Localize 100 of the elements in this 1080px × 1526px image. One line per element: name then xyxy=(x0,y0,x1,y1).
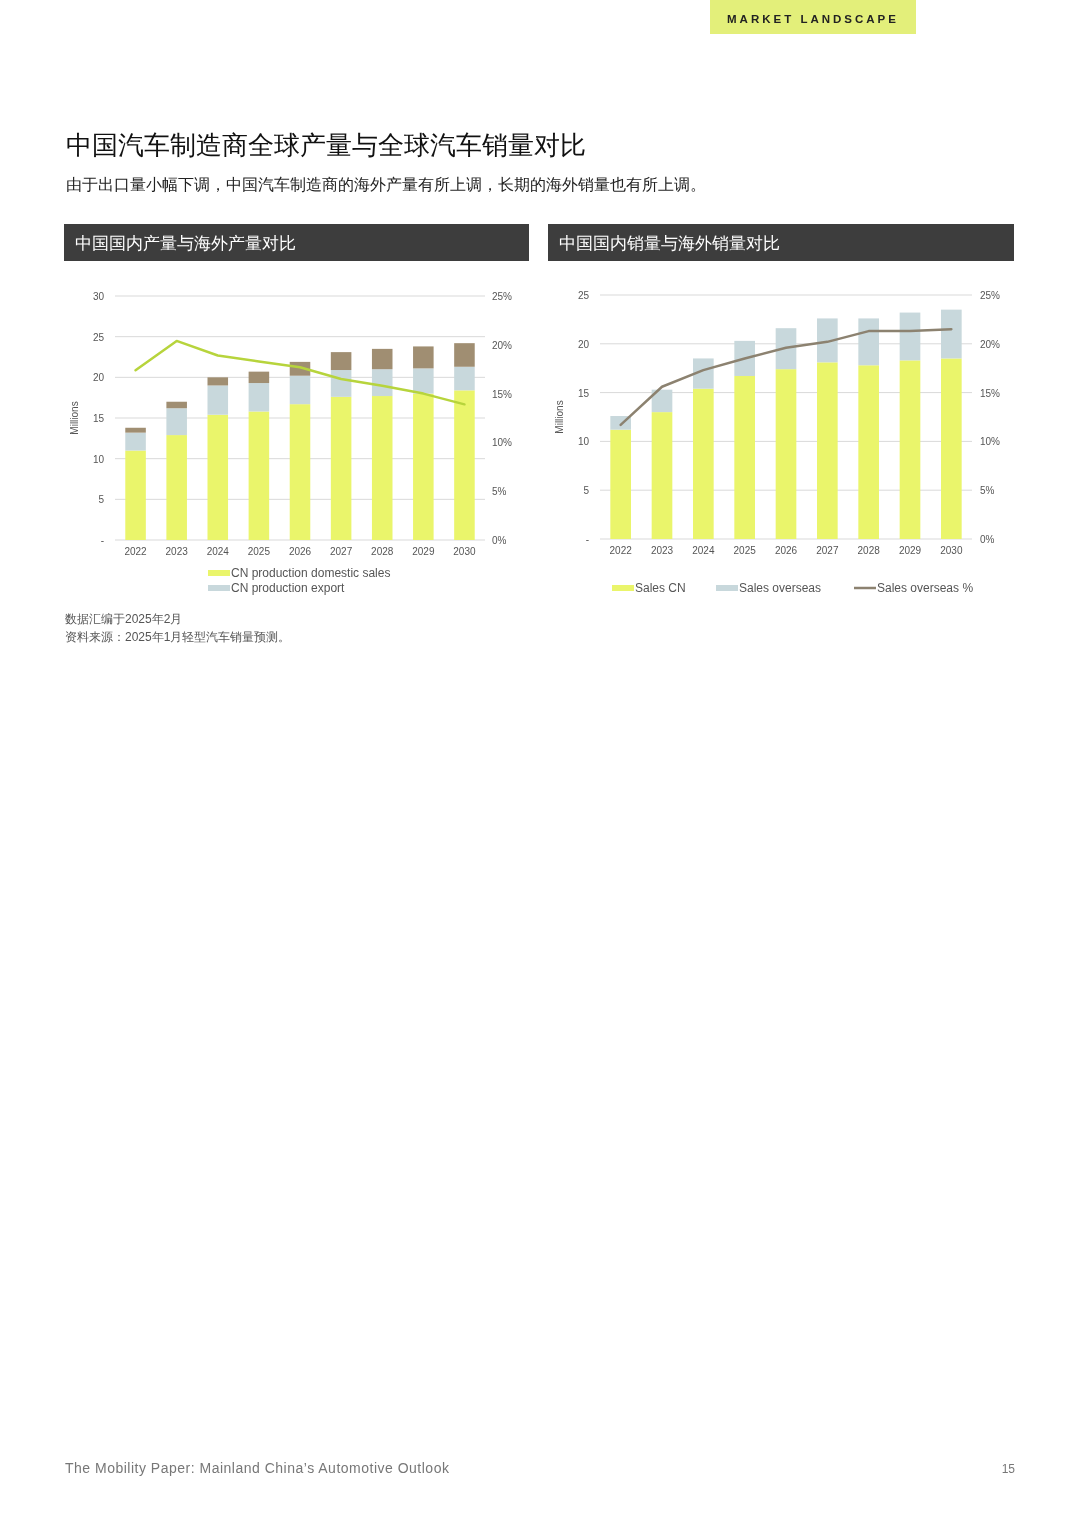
y2-tick-label: 0% xyxy=(492,535,507,546)
bar xyxy=(207,377,229,386)
y2-tick-label: 5% xyxy=(980,485,995,497)
bar xyxy=(693,358,714,389)
x-tick-label: 2024 xyxy=(692,545,715,556)
x-tick-label: 2022 xyxy=(124,546,148,557)
text: 由于出口量小幅下调，中国汽车制造商的海外产量有所上调，长期的海外销量也有所上调。 xyxy=(66,176,706,193)
y-tick-label: 30 xyxy=(92,291,105,302)
bar xyxy=(817,318,838,363)
y-axis-title: Millions xyxy=(554,400,565,434)
y-tick-label: 20 xyxy=(92,372,105,384)
bar xyxy=(454,343,475,367)
bar xyxy=(413,393,434,540)
bar xyxy=(651,412,673,539)
y-tick-label: 5 xyxy=(98,494,105,506)
bar xyxy=(413,368,434,394)
bar xyxy=(248,371,270,384)
x-tick-label: 2029 xyxy=(898,545,922,556)
y2-tick-label: 5% xyxy=(492,486,507,498)
chart-title: 中国国内销量与海外销量对比 xyxy=(559,234,780,253)
bar xyxy=(610,429,631,539)
text: 15 xyxy=(1001,1462,1016,1476)
y-tick-label: 5 xyxy=(583,485,590,497)
bar xyxy=(125,450,146,540)
y-tick-label: 10 xyxy=(577,436,590,448)
x-tick-label: 2026 xyxy=(774,545,798,556)
text: 资料来源：2025年1月轻型汽车销量预测。 xyxy=(65,630,291,644)
bar xyxy=(371,369,393,397)
bar xyxy=(775,328,797,370)
text: MARKET LANDSCAPE xyxy=(727,13,899,25)
y2-tick-label: 20% xyxy=(492,339,513,351)
text: 中国汽车制造商全球产量与全球汽车销量对比 xyxy=(66,130,586,160)
bar xyxy=(166,408,187,436)
bar xyxy=(371,396,393,540)
y2-tick-label: 0% xyxy=(980,534,995,545)
x-tick-label: 2023 xyxy=(650,545,674,556)
bar xyxy=(125,432,146,451)
x-tick-label: 2030 xyxy=(453,546,476,557)
legend-label: Sales overseas % xyxy=(877,581,974,595)
y2-tick-label: 15% xyxy=(980,387,1001,399)
x-tick-label: 2024 xyxy=(206,546,230,557)
x-tick-label: 2030 xyxy=(940,545,963,556)
legend-label: CN production domestic sales xyxy=(231,566,391,580)
x-tick-label: 2026 xyxy=(288,546,312,557)
y-tick-label: 15 xyxy=(577,387,590,399)
bar xyxy=(125,427,146,433)
x-tick-label: 2025 xyxy=(733,545,757,556)
bar xyxy=(941,309,962,359)
x-tick-label: 2025 xyxy=(247,546,271,557)
bar xyxy=(734,376,755,539)
y2-tick-label: 25% xyxy=(980,290,1001,301)
y-tick-label: 10 xyxy=(92,453,105,465)
bar xyxy=(899,360,921,539)
bar xyxy=(166,401,187,409)
bar xyxy=(817,362,838,539)
bar xyxy=(207,414,229,540)
y2-tick-label: 25% xyxy=(492,291,513,302)
x-tick-label: 2027 xyxy=(816,545,839,556)
bar xyxy=(454,366,475,391)
y-axis-title: Millions xyxy=(69,401,80,435)
text: 数据汇编于2025年2月 xyxy=(65,612,183,626)
legend-label: CN production export xyxy=(231,581,346,595)
bar xyxy=(858,365,879,539)
legend-label: Sales overseas xyxy=(739,581,822,595)
line-series xyxy=(134,339,466,406)
bar xyxy=(166,435,187,540)
x-tick-label: 2028 xyxy=(371,546,394,557)
x-tick-label: 2023 xyxy=(165,546,189,557)
bar xyxy=(651,389,673,413)
bar xyxy=(693,388,714,539)
y2-tick-label: 20% xyxy=(980,338,1001,350)
bar xyxy=(289,375,311,405)
y-tick-label: 20 xyxy=(577,338,590,350)
y-tick-label: 25 xyxy=(92,331,105,343)
x-tick-label: 2028 xyxy=(857,545,881,556)
bar xyxy=(248,383,270,412)
line-series xyxy=(619,327,953,427)
x-tick-label: 2029 xyxy=(412,546,435,557)
y2-tick-label: 15% xyxy=(492,388,513,400)
y-tick-label: - xyxy=(585,534,589,545)
text: The Mobility Paper: Mainland China’s Automotive Outlook xyxy=(65,1460,450,1476)
y-tick-label: 25 xyxy=(577,290,590,301)
bar xyxy=(330,396,352,540)
bar xyxy=(207,385,229,415)
bar xyxy=(734,340,755,377)
bar xyxy=(941,358,962,539)
bar xyxy=(413,346,434,369)
x-tick-label: 2022 xyxy=(609,545,633,556)
x-tick-label: 2027 xyxy=(329,546,353,557)
y-tick-label: 15 xyxy=(92,413,105,424)
bar xyxy=(775,369,797,539)
bar xyxy=(289,404,311,540)
bar xyxy=(371,348,393,370)
bar xyxy=(899,312,921,361)
bar xyxy=(454,390,475,540)
y2-tick-label: 10% xyxy=(492,437,513,449)
y-tick-label: - xyxy=(100,535,104,546)
bar xyxy=(858,318,879,366)
chart-title: 中国国内产量与海外产量对比 xyxy=(75,234,296,253)
bar xyxy=(248,411,270,540)
